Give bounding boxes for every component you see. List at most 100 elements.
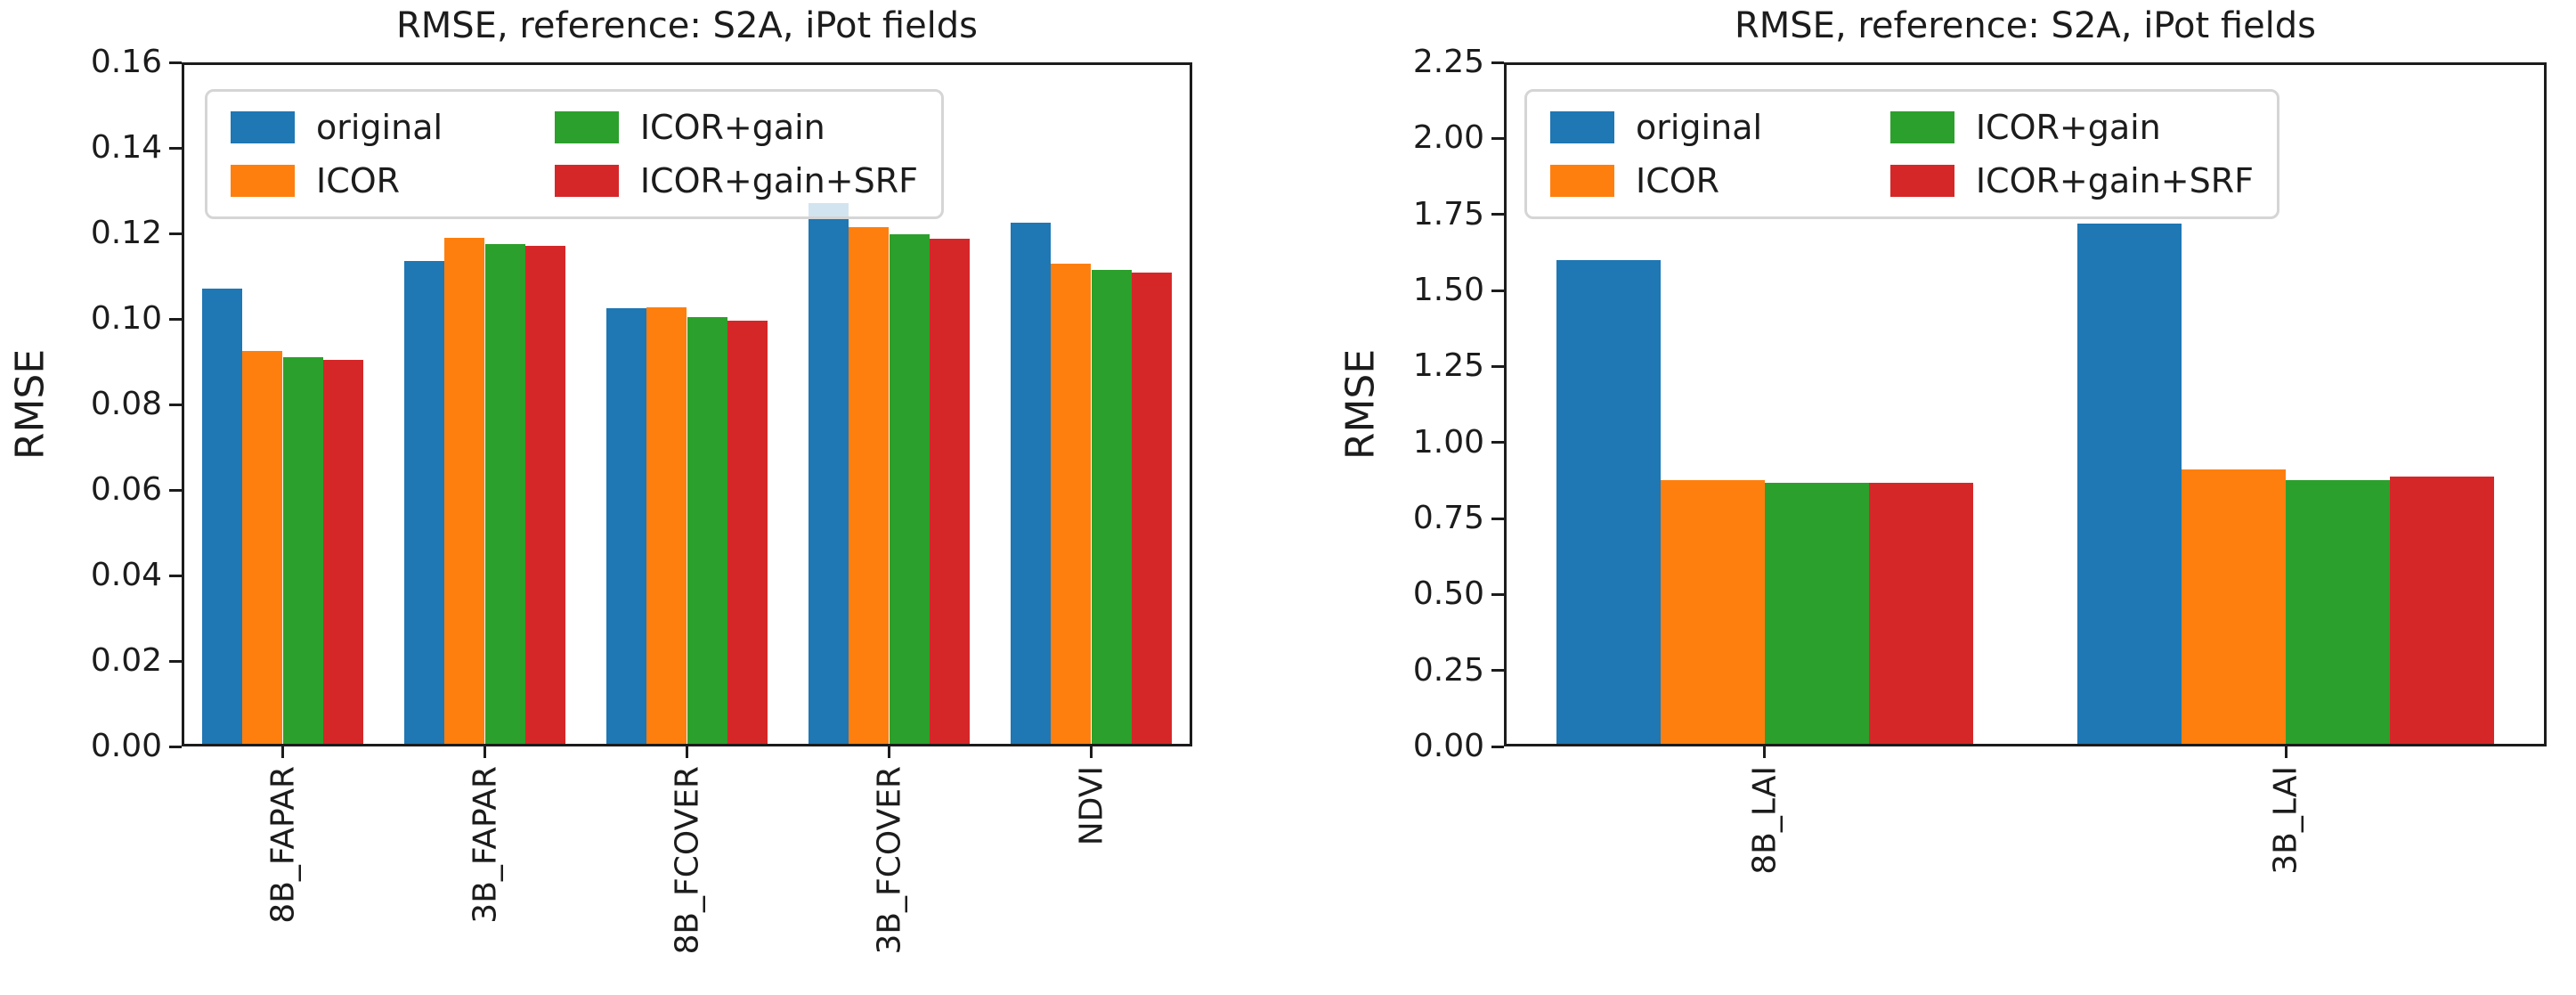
bar-ICOR-3B_FCOVER bbox=[849, 226, 890, 746]
legend-label-icor: ICOR bbox=[1636, 161, 1720, 200]
bar-ICOR-3B_LAI bbox=[2182, 469, 2287, 746]
x-tick-label: 3B_FAPAR bbox=[467, 766, 503, 924]
bar-ICOR+gain-8B_FAPAR bbox=[282, 357, 323, 746]
y-tick-label: 1.25 bbox=[1412, 347, 1484, 385]
legend-label-icor: ICOR bbox=[316, 161, 401, 200]
bar-ICOR+gain+SRF-NDVI bbox=[1131, 273, 1173, 746]
legend-label-icor-gain-srf: ICOR+gain+SRF bbox=[1975, 161, 2254, 200]
y-tick-mark bbox=[1491, 136, 1504, 140]
y-tick-mark bbox=[169, 232, 182, 235]
y-tick-mark bbox=[169, 745, 182, 748]
x-tick-mark bbox=[2284, 746, 2288, 758]
y-tick-mark bbox=[1491, 592, 1504, 596]
chart-title: RMSE, reference: S2A, iPot fields bbox=[1734, 5, 2317, 46]
y-tick-label: 1.00 bbox=[1412, 423, 1484, 461]
y-tick-label: 1.75 bbox=[1412, 195, 1484, 232]
x-tick-mark bbox=[686, 746, 688, 758]
y-tick-label: 0.08 bbox=[90, 386, 162, 422]
legend-label-original: original bbox=[316, 108, 443, 147]
legend-item-original: original bbox=[231, 108, 443, 147]
legend-item-icor-gain-srf: ICOR+gain+SRF bbox=[1889, 161, 2254, 200]
x-tick-mark bbox=[484, 746, 486, 758]
y-tick-label: 0.10 bbox=[90, 300, 162, 337]
legend-swatch-original bbox=[1550, 111, 1614, 143]
bar-ICOR+gain-NDVI bbox=[1091, 269, 1132, 746]
y-tick-mark bbox=[1491, 213, 1504, 216]
bar-ICOR+gain+SRF-3B_FAPAR bbox=[524, 246, 566, 746]
legend-swatch-icor-gain-srf bbox=[554, 165, 619, 197]
y-tick-mark bbox=[169, 146, 182, 150]
x-tick-mark bbox=[1763, 746, 1767, 758]
bar-ICOR-8B_FCOVER bbox=[646, 307, 687, 746]
y-tick-label: 0.00 bbox=[1412, 728, 1484, 764]
y-tick-label: 0.50 bbox=[1412, 575, 1484, 613]
x-tick-mark bbox=[888, 746, 890, 758]
y-tick-mark bbox=[169, 488, 182, 492]
legend: original ICOR+gain ICOR ICOR+gain+SRF bbox=[1524, 89, 2279, 219]
y-tick-label: 0.12 bbox=[90, 215, 162, 251]
bar-ICOR-8B_LAI bbox=[1660, 480, 1765, 746]
bar-ICOR+gain-3B_FAPAR bbox=[484, 244, 525, 746]
bar-ICOR+gain+SRF-3B_LAI bbox=[2390, 476, 2495, 746]
legend-label-icor-gain: ICOR+gain bbox=[639, 108, 825, 147]
chart-title: RMSE, reference: S2A, iPot fields bbox=[395, 5, 979, 46]
bar-ICOR+gain+SRF-3B_FCOVER bbox=[929, 238, 971, 746]
bar-ICOR+gain-8B_FCOVER bbox=[687, 316, 727, 746]
legend-label-icor-gain: ICOR+gain bbox=[1975, 108, 2161, 147]
legend-item-icor-gain: ICOR+gain bbox=[554, 108, 918, 147]
y-tick-mark bbox=[1491, 669, 1504, 673]
x-tick-label: NDVI bbox=[1073, 766, 1109, 846]
y-tick-mark bbox=[1491, 289, 1504, 292]
x-tick-mark bbox=[281, 746, 284, 758]
y-tick-label: 0.75 bbox=[1412, 500, 1484, 536]
bar-original-8B_LAI bbox=[1556, 259, 1661, 746]
y-tick-label: 0.16 bbox=[90, 44, 162, 80]
bar-ICOR+gain+SRF-8B_LAI bbox=[1868, 482, 1973, 746]
bar-original-NDVI bbox=[1010, 223, 1052, 746]
y-tick-label: 0.25 bbox=[1412, 651, 1484, 689]
legend-item-icor-gain-srf: ICOR+gain+SRF bbox=[554, 161, 918, 200]
legend: original ICOR+gain ICOR ICOR+gain+SRF bbox=[205, 89, 944, 219]
legend-item-icor: ICOR bbox=[231, 161, 443, 200]
bar-ICOR+gain+SRF-8B_FCOVER bbox=[727, 321, 768, 746]
bar-ICOR-3B_FAPAR bbox=[444, 237, 485, 746]
bar-original-8B_FCOVER bbox=[605, 308, 647, 746]
bar-ICOR-8B_FAPAR bbox=[242, 351, 283, 746]
y-tick-mark bbox=[169, 403, 182, 406]
y-tick-mark bbox=[1491, 745, 1504, 748]
bar-ICOR+gain-3B_FCOVER bbox=[889, 234, 930, 746]
y-tick-label: 0.04 bbox=[90, 557, 162, 593]
bar-ICOR+gain+SRF-8B_FAPAR bbox=[322, 359, 364, 746]
legend-swatch-icor-gain bbox=[554, 111, 619, 143]
y-tick-mark bbox=[169, 61, 182, 64]
legend-swatch-icor-gain-srf bbox=[1889, 165, 1954, 197]
y-tick-mark bbox=[169, 659, 182, 663]
bar-ICOR+gain-3B_LAI bbox=[2286, 479, 2391, 746]
y-tick-label: 0.14 bbox=[90, 129, 162, 166]
legend-item-icor: ICOR bbox=[1550, 161, 1762, 200]
y-tick-label: 0.00 bbox=[90, 728, 162, 764]
x-tick-label: 8B_FAPAR bbox=[264, 766, 301, 924]
bar-original-3B_FCOVER bbox=[808, 203, 849, 746]
x-tick-label: 3B_FCOVER bbox=[871, 766, 907, 955]
x-tick-mark bbox=[1090, 746, 1093, 758]
y-tick-mark bbox=[1491, 364, 1504, 368]
y-tick-label: 0.06 bbox=[90, 471, 162, 508]
bar-original-3B_LAI bbox=[2077, 223, 2182, 746]
y-tick-mark bbox=[1491, 61, 1504, 64]
x-tick-label: 8B_LAI bbox=[1746, 766, 1784, 875]
y-tick-label: 2.25 bbox=[1412, 44, 1484, 80]
legend-item-icor-gain: ICOR+gain bbox=[1889, 108, 2254, 147]
legend-swatch-icor bbox=[231, 165, 295, 197]
y-tick-label: 0.02 bbox=[90, 642, 162, 679]
legend-swatch-icor bbox=[1550, 165, 1614, 197]
y-tick-label: 2.00 bbox=[1412, 119, 1484, 157]
bar-original-3B_FAPAR bbox=[403, 261, 445, 746]
legend-swatch-original bbox=[231, 111, 295, 143]
bar-ICOR-NDVI bbox=[1051, 263, 1092, 746]
x-tick-label: 8B_FCOVER bbox=[669, 766, 705, 955]
y-tick-mark bbox=[1491, 517, 1504, 520]
